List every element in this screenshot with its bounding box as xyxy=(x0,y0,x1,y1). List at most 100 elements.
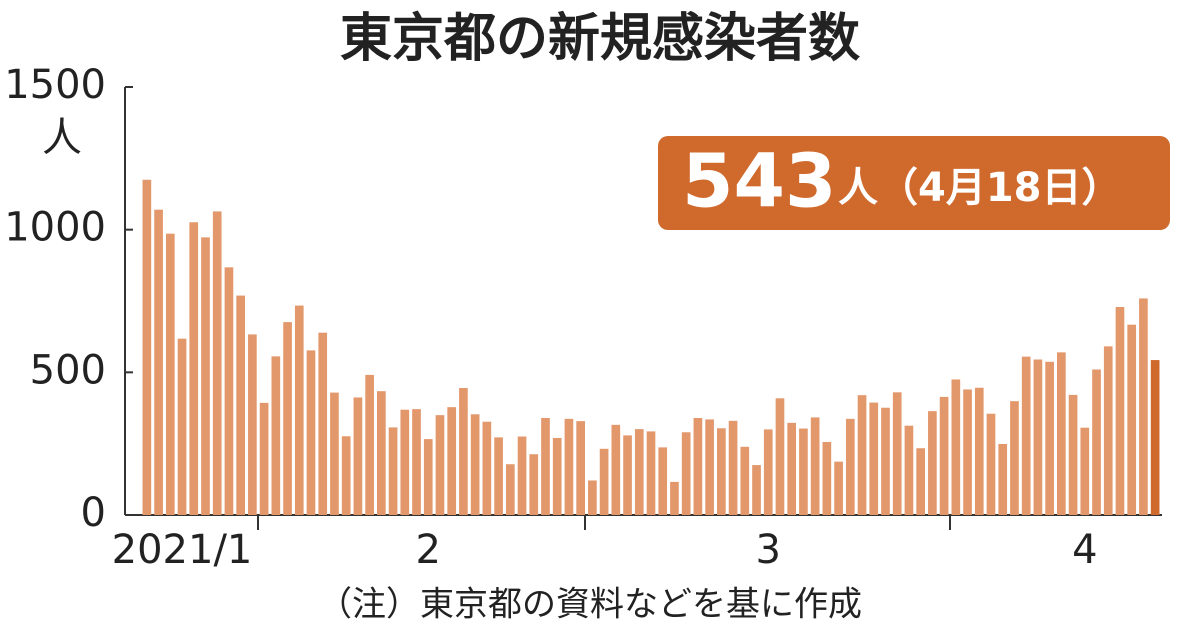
bar xyxy=(517,436,527,515)
bar xyxy=(752,465,761,515)
bar xyxy=(1057,352,1066,515)
bar xyxy=(505,464,515,515)
bar xyxy=(236,295,245,515)
bar xyxy=(400,409,410,515)
bar xyxy=(693,417,703,515)
bar xyxy=(1127,324,1137,515)
bar xyxy=(529,454,539,515)
x-tick-label: 4 xyxy=(1072,527,1097,573)
bar xyxy=(377,391,386,515)
bar xyxy=(552,437,562,515)
y-tick-label: 1500 xyxy=(4,62,106,108)
bar xyxy=(588,480,597,515)
bar xyxy=(939,396,949,515)
y-tick-label: 1000 xyxy=(4,205,106,251)
bar xyxy=(212,211,222,515)
bar xyxy=(1080,427,1090,515)
bar xyxy=(412,409,421,515)
bar xyxy=(670,481,679,515)
bar xyxy=(177,338,187,515)
bar xyxy=(154,209,163,515)
annotation-box xyxy=(658,136,1170,230)
bar xyxy=(951,379,961,515)
bar xyxy=(1021,356,1031,515)
bar xyxy=(763,429,773,515)
bar xyxy=(447,407,457,515)
bar xyxy=(705,419,714,515)
bar xyxy=(775,398,785,515)
bar xyxy=(365,374,374,515)
bar xyxy=(845,418,855,515)
bar xyxy=(646,431,656,515)
bar xyxy=(857,395,867,515)
bar xyxy=(248,334,257,515)
bar xyxy=(1150,360,1160,515)
bar xyxy=(318,332,328,515)
bar xyxy=(634,429,644,515)
bar xyxy=(810,417,820,515)
bar xyxy=(283,322,292,515)
y-unit: 人 xyxy=(42,115,82,161)
bar xyxy=(974,387,984,515)
bar xyxy=(330,392,339,515)
bar xyxy=(142,179,152,515)
bar xyxy=(423,439,433,515)
x-tick-label: 3 xyxy=(756,527,781,573)
bar xyxy=(494,437,503,515)
bar xyxy=(1139,298,1148,515)
bar xyxy=(1033,359,1043,515)
bar xyxy=(1045,361,1054,515)
bar xyxy=(599,448,609,515)
x-tick-label: 2 xyxy=(416,527,441,573)
bar xyxy=(881,407,890,515)
bar xyxy=(353,397,363,515)
note: （注）東京都の資料などを基に作成 xyxy=(318,585,862,625)
annotation-number: 543 xyxy=(682,139,836,225)
bar xyxy=(892,392,902,515)
bar xyxy=(928,411,937,515)
bar xyxy=(259,402,269,515)
bar xyxy=(564,418,574,515)
bar xyxy=(1115,306,1125,515)
bar xyxy=(271,356,281,515)
bar xyxy=(1103,346,1113,515)
x-tick-label: 2021/1 xyxy=(112,527,253,573)
bar xyxy=(869,402,879,515)
bar xyxy=(306,350,316,515)
bar xyxy=(834,461,843,515)
bar xyxy=(787,422,797,515)
bar xyxy=(224,267,234,515)
bar xyxy=(916,448,925,515)
bar xyxy=(822,441,832,515)
chart-title: 東京都の新規感染者数 xyxy=(340,9,860,69)
bar xyxy=(482,421,492,515)
bar xyxy=(658,447,668,515)
bar xyxy=(1068,394,1078,515)
bar xyxy=(799,428,808,515)
bar xyxy=(611,424,621,515)
annotation-unit: 人（4月18日） xyxy=(838,165,1122,211)
bar xyxy=(189,222,199,516)
bar xyxy=(470,414,480,515)
bar xyxy=(165,233,175,516)
bar xyxy=(623,435,632,515)
bar xyxy=(341,436,351,515)
y-tick-label: 0 xyxy=(81,490,106,536)
bar xyxy=(717,428,726,515)
bar xyxy=(294,305,304,515)
bar xyxy=(681,432,691,515)
bar xyxy=(728,420,738,515)
bar xyxy=(459,388,468,515)
bar xyxy=(963,389,972,515)
bar xyxy=(998,443,1008,515)
bar xyxy=(576,421,585,515)
bar xyxy=(1092,369,1101,515)
bar xyxy=(740,446,750,515)
bar xyxy=(541,417,550,515)
bar xyxy=(1010,401,1019,515)
bar xyxy=(201,237,210,515)
bar xyxy=(986,413,996,515)
y-tick-label: 500 xyxy=(30,347,106,393)
bar xyxy=(904,425,914,515)
